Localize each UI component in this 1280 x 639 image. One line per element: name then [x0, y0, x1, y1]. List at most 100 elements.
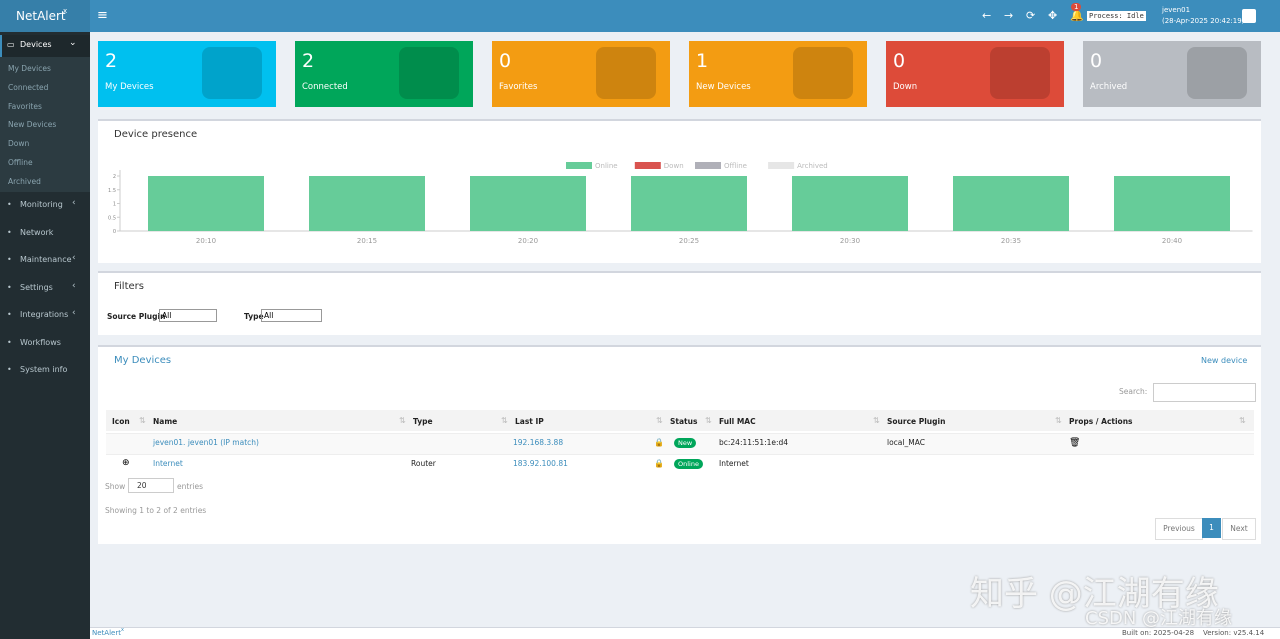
sort-icon[interactable]: ⇅ — [1055, 416, 1062, 425]
sidebar-item[interactable]: Monitoring — [20, 200, 63, 209]
column-header[interactable]: Type — [413, 417, 433, 426]
cell-last-ip[interactable]: 183.92.100.81 — [513, 459, 568, 468]
next-button[interactable]: Next — [1222, 518, 1256, 540]
submenu-item[interactable]: Favorites — [8, 101, 42, 111]
table-info: Showing 1 to 2 of 2 entries — [105, 506, 207, 515]
filter-select[interactable]: All — [159, 309, 217, 322]
column-header[interactable]: Source Plugin — [887, 417, 946, 426]
sidebar-item[interactable]: Network — [20, 227, 54, 237]
sidebar-active-label[interactable]: Devices — [20, 40, 52, 49]
filters-panel: Filters Source Plugin All Type All — [98, 271, 1261, 335]
watermark: 知乎 @江湖有缘 — [970, 574, 1219, 614]
user-name: jeven01 — [1162, 6, 1191, 14]
timestamp: (28-Apr-2025 20:42:19) — [1162, 17, 1245, 25]
sidebar-icon: ▭ — [7, 40, 15, 49]
stat-card[interactable]: 0 Favorites — [492, 41, 670, 107]
card-label: Connected — [302, 82, 348, 92]
sidebar-item[interactable]: Maintenance — [20, 255, 72, 264]
stat-card[interactable]: 2 My Devices — [98, 41, 276, 107]
show-label: Show — [105, 482, 126, 491]
sort-icon[interactable]: ⇅ — [501, 416, 508, 425]
cell-last-ip[interactable]: 192.168.3.88 — [513, 438, 564, 447]
cell-type: Router — [411, 459, 436, 468]
card-value: 2 — [105, 50, 118, 72]
filter-label: Source Plugin — [107, 312, 166, 321]
filter-select[interactable]: All — [261, 309, 322, 322]
sidebar-item-icon: • — [7, 337, 12, 347]
submenu-item[interactable]: Archived — [8, 176, 41, 186]
process-status: Process: Idle — [1087, 11, 1146, 21]
submenu-item[interactable]: New Devices — [8, 120, 57, 130]
toolbar-icon[interactable]: 🔔 — [1070, 9, 1084, 22]
card-value: 0 — [499, 50, 512, 72]
submenu-item[interactable]: Down — [8, 139, 30, 149]
page-button[interactable]: 1 — [1202, 518, 1221, 538]
status-badge: Online — [674, 459, 703, 469]
sort-icon[interactable]: ⇅ — [873, 416, 880, 425]
panel-title: Device presence — [114, 129, 198, 140]
logo-area — [0, 0, 90, 32]
cell-plugin: local_MAC — [887, 438, 925, 447]
previous-button[interactable]: Previous — [1155, 518, 1203, 540]
submenu-item[interactable]: My Devices — [8, 64, 51, 73]
avatar[interactable] — [1242, 9, 1256, 23]
sidebar-item[interactable]: Settings — [20, 282, 53, 292]
toolbar-icon[interactable]: ✥ — [1048, 9, 1058, 22]
sidebar-item[interactable]: Workflows — [20, 337, 61, 347]
card-value: 0 — [1090, 50, 1103, 72]
cell-name[interactable]: jeven01. jeven01 (IP match) — [153, 438, 259, 447]
filter-label: Type — [244, 312, 264, 321]
sort-icon[interactable]: ⇅ — [656, 416, 663, 425]
presence-panel: Device presence — [98, 119, 1261, 263]
sidebar-item[interactable]: System info — [20, 365, 68, 374]
column-header[interactable]: Props / Actions — [1069, 417, 1133, 426]
column-header[interactable]: Name — [153, 417, 178, 426]
header-bar — [0, 0, 1280, 32]
entries-label: entries — [177, 482, 203, 491]
submenu-item[interactable]: Connected — [8, 82, 49, 92]
card-label: Archived — [1090, 82, 1128, 92]
footer-build: Built on: 2025-04-28 — [1122, 629, 1195, 637]
sort-icon[interactable]: ⇅ — [705, 416, 712, 425]
column-header[interactable]: Full MAC — [719, 417, 756, 426]
card-icon — [793, 47, 853, 99]
stat-card[interactable]: 0 Archived — [1083, 41, 1261, 107]
sort-icon[interactable]: ⇅ — [399, 416, 406, 425]
toolbar-icon[interactable]: ← — [982, 9, 992, 22]
card-label: Favorites — [499, 82, 538, 92]
new-device-button[interactable]: New device — [1201, 356, 1248, 365]
delete-icon[interactable]: 🗑 — [1069, 438, 1081, 448]
search-label: Search: — [1119, 387, 1148, 396]
cell-mac: bc:24:11:51:1e:d4 — [719, 438, 789, 447]
toolbar-icon[interactable]: → — [1004, 9, 1014, 22]
stat-card[interactable]: 1 New Devices — [689, 41, 867, 107]
watermark: CSDN @江湖有缘 — [1085, 608, 1233, 629]
column-header[interactable]: Icon — [112, 417, 130, 426]
stat-card[interactable]: 2 Connected — [295, 41, 473, 107]
sidebar-chevron: ⌄ — [69, 38, 77, 48]
page-size-select[interactable]: 20 — [128, 478, 174, 493]
toolbar-icon[interactable]: ⟳ — [1026, 9, 1036, 22]
search-input[interactable] — [1153, 383, 1256, 402]
submenu-item[interactable]: Offline — [8, 158, 33, 167]
logo-sup: x — [63, 7, 68, 15]
notification-badge: 1 — [1071, 3, 1082, 11]
stat-card[interactable]: 0 Down — [886, 41, 1064, 107]
sidebar-item[interactable]: Integrations — [20, 310, 69, 319]
cell-mac: Internet — [719, 459, 749, 468]
column-header[interactable]: Status — [670, 417, 698, 426]
table-header-bg — [106, 410, 1254, 431]
sort-icon[interactable]: ⇅ — [139, 416, 146, 425]
column-header[interactable]: Last IP — [515, 417, 544, 426]
logo: NetAlert — [16, 9, 66, 23]
cell-name[interactable]: Internet — [153, 459, 183, 468]
card-icon — [202, 47, 262, 99]
status-badge: New — [674, 438, 697, 448]
sidebar-item-icon: • — [7, 200, 12, 209]
sidebar-chevron: ‹ — [72, 308, 76, 318]
card-value: 1 — [696, 50, 709, 72]
sort-icon[interactable]: ⇅ — [1239, 416, 1246, 425]
menu-toggle[interactable]: ≡ — [97, 8, 108, 23]
sidebar-chevron: ‹ — [72, 280, 76, 291]
